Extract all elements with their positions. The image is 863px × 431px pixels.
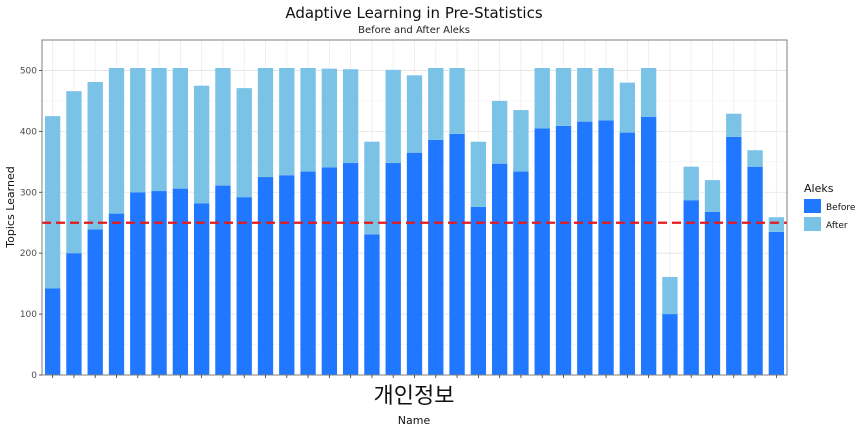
bar-before [662,314,678,375]
bar-before [513,171,529,375]
y-tick-label: 300 [20,188,37,198]
x-axis-title: Name [398,414,431,427]
x-axis [52,375,777,378]
bar-before [151,191,167,375]
bar-before [598,120,614,376]
bar-before [406,152,423,375]
bar-before [193,203,210,375]
bar-before [108,213,125,375]
bar-before [768,231,785,375]
bar-after [470,141,487,207]
legend-swatch-before [804,199,821,213]
bar-before [279,175,295,375]
bar-after [279,68,295,176]
bar-after [491,100,508,164]
bar-after [342,69,359,164]
bar-before [470,206,487,375]
bar-after [193,85,210,204]
bar-before [321,167,338,375]
bar-before [87,229,103,375]
overlay-text: 개인정보 [374,384,455,409]
bar-after [215,68,231,186]
bar-after [449,68,465,134]
y-tick-label: 400 [20,127,37,137]
y-tick-label: 500 [20,66,37,76]
bar-before [236,197,252,375]
bar-before [449,133,465,375]
bar-after [108,68,125,214]
legend-title: Aleks [804,182,834,195]
bar-after [151,68,167,192]
bar-after [236,88,252,198]
legend-label-before: Before [826,203,856,213]
bar-after [598,68,614,121]
chart-title: Adaptive Learning in Pre-Statistics [285,4,542,22]
y-axis: 0 100 200 300 400 500 [20,66,42,381]
bar-after [683,166,699,201]
bar-after [619,82,636,133]
bar-after [87,82,103,230]
legend-label-after: After [826,221,848,231]
bar-before [364,234,380,375]
bar-before [491,163,508,375]
bar-after [726,113,742,137]
y-tick-label: 200 [20,249,37,259]
bar-after [385,69,401,164]
bar-before [385,163,401,375]
bar-before [172,188,189,375]
bar-after [513,110,529,172]
bar-before [342,163,359,375]
y-tick-label: 100 [20,310,37,320]
bar-after [747,150,763,167]
bar-before [726,136,742,375]
bar-before [704,211,721,375]
bar-after [364,141,380,235]
bar-after [321,68,338,168]
bar-before [130,192,146,375]
bar-after [130,68,146,193]
bar-before [640,116,657,375]
y-tick-label: 0 [31,371,37,381]
bar-after [257,68,274,178]
bar-after [428,68,444,140]
bar-before [577,121,593,375]
bar-after [577,68,593,122]
bar-before [619,132,636,375]
bar-after [44,116,61,289]
y-axis-title: Topics Learned [4,166,17,248]
bar-after [768,217,785,232]
bar-after [406,75,423,153]
bar-after [662,276,678,315]
legend-swatch-after [804,217,821,231]
bar-after [66,91,82,254]
bar-before [428,139,444,375]
bar-before [534,128,550,375]
chart-subtitle: Before and After Aleks [358,25,470,36]
legend: Aleks Before After [804,182,856,231]
bar-before [215,185,231,375]
bar-before [66,253,82,375]
bar-before [44,288,61,375]
bar-after [172,68,189,189]
bar-after [704,180,721,212]
bar-after [534,68,550,129]
bar-after [555,68,572,126]
bar-after [300,68,316,172]
bar-before [555,125,572,375]
bar-before [257,177,274,375]
bar-after [640,68,657,117]
bar-before [683,200,699,375]
bar-before [300,171,316,375]
bar-before [747,166,763,375]
